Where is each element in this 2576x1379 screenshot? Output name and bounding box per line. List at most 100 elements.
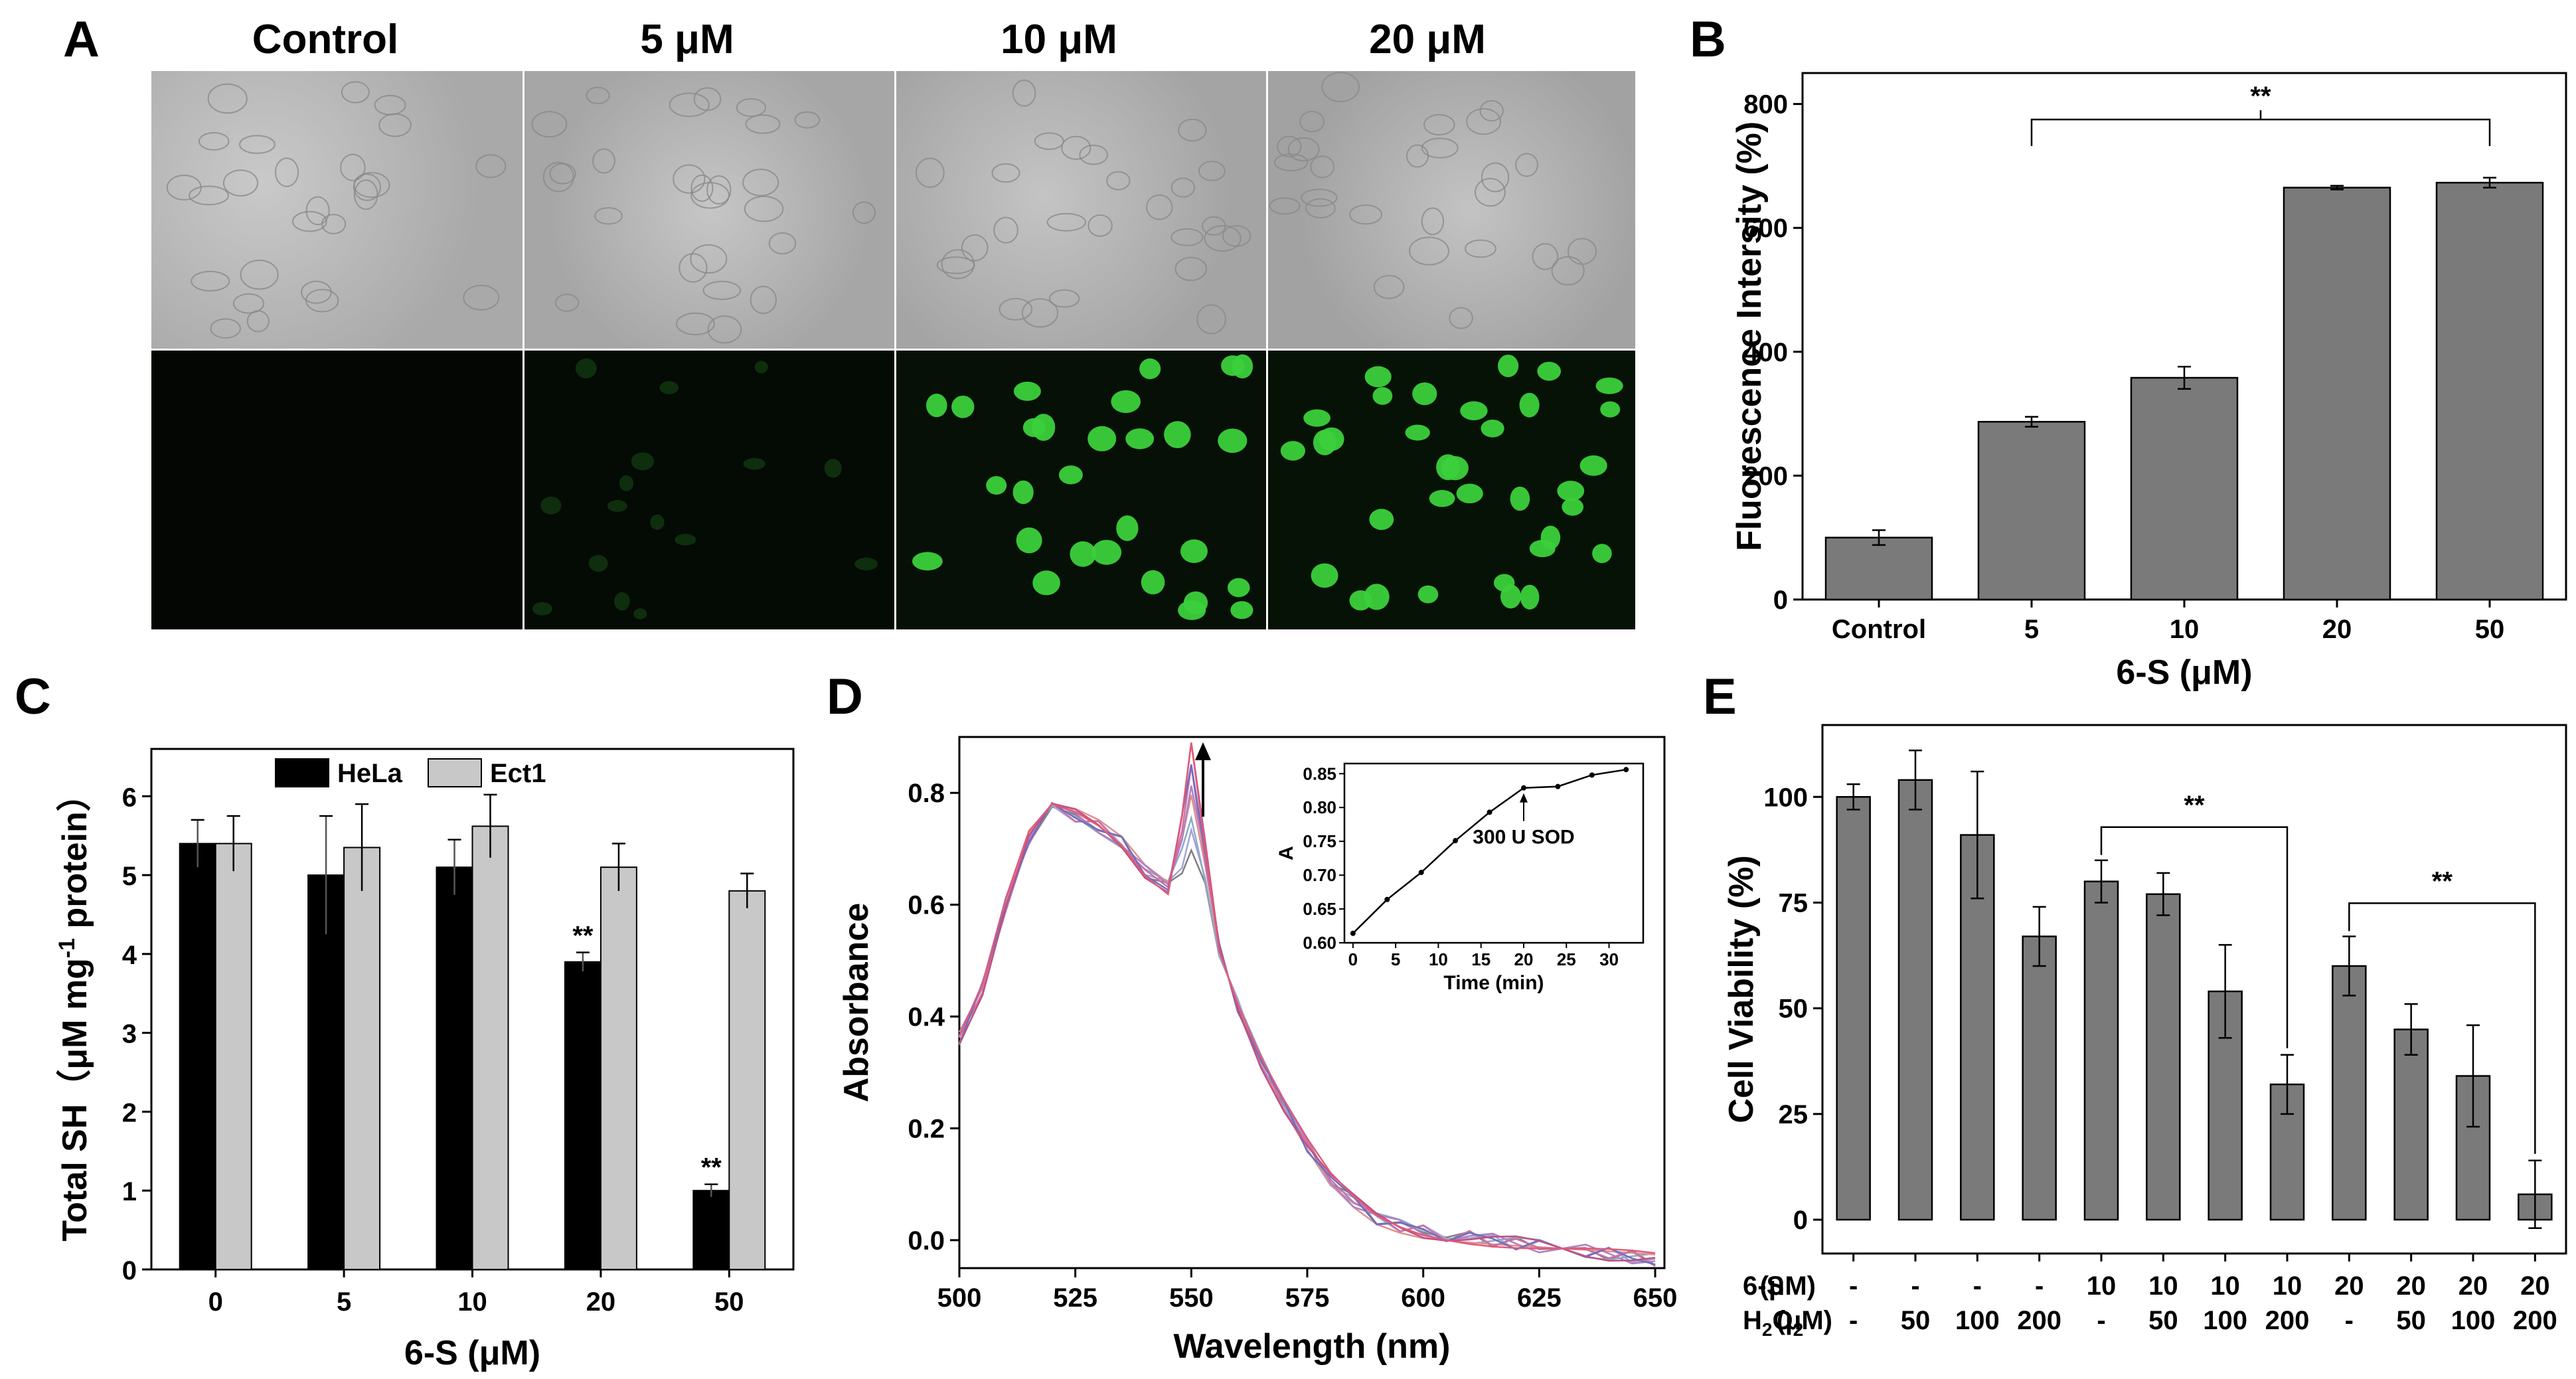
- x-tick-label: 575: [1285, 1283, 1330, 1313]
- inset-point: [1384, 896, 1390, 902]
- nucleus: [1180, 539, 1208, 563]
- significance-label: **: [2184, 791, 2205, 820]
- y-tick-label: 0.2: [908, 1114, 945, 1143]
- cell-outline: [274, 157, 299, 187]
- bar: [1897, 779, 1933, 1221]
- row-6s-unit: (μM): [1760, 1271, 1816, 1301]
- legend-label-ect1: Ect1: [490, 759, 546, 788]
- x-tick-label: 5: [337, 1287, 351, 1317]
- bar: [2130, 376, 2239, 601]
- inset-x-tick-label: 30: [1599, 949, 1619, 969]
- cell-outline: [1568, 238, 1597, 266]
- y-tick-label: 0: [1773, 586, 1788, 615]
- nucleus: [1070, 541, 1096, 567]
- cell-outline: [222, 169, 259, 197]
- nucleus: [588, 554, 608, 572]
- brightfield-10um: [896, 71, 1266, 349]
- nucleus: [824, 459, 842, 478]
- cell-outline: [1532, 243, 1559, 270]
- cell-outline: [1087, 214, 1113, 237]
- nucleus: [1228, 578, 1250, 598]
- cell-outline: [191, 270, 230, 292]
- column-label-5um: 5 μM: [640, 17, 734, 62]
- nucleus: [1529, 540, 1556, 558]
- inset-y-tick-label: 0.60: [1303, 933, 1336, 953]
- row-h2o2-value: 50: [2148, 1306, 2178, 1335]
- x-tick-label: 50: [714, 1287, 744, 1317]
- chart-c: 0 1 2 3 4 5 6 0 5 10 20 50 ** ** HeLa Ect1 6-S (μM) Total…: [54, 748, 795, 1372]
- plot-frame: [1821, 724, 2567, 1255]
- inset-point: [1589, 772, 1595, 778]
- x-tick-label: 625: [1517, 1283, 1562, 1313]
- x-tick-label: 5: [2024, 615, 2039, 644]
- cell-outline: [742, 168, 779, 197]
- nucleus: [1013, 381, 1041, 401]
- legend-swatch-hela: [275, 758, 329, 787]
- inset-y-axis-title: A: [1275, 846, 1297, 860]
- bar: [1977, 420, 2086, 601]
- panel-d-letter: D: [827, 669, 863, 725]
- nucleus: [675, 534, 696, 546]
- nucleus: [1183, 591, 1208, 614]
- chart-b: 0 200 400 600 800 Control 5 10 20 50 ** 6-S (μM) Flu…: [1730, 72, 2567, 692]
- nucleus: [1460, 401, 1488, 420]
- significance-label: **: [2432, 866, 2453, 896]
- cell-outline: [305, 196, 330, 226]
- bar-ect1: [471, 825, 509, 1270]
- cell-outline: [693, 87, 722, 112]
- nucleus: [951, 395, 975, 418]
- cell-outline: [690, 244, 728, 274]
- cell-outline: [993, 216, 1018, 244]
- nucleus: [1364, 584, 1390, 610]
- cell-outline: [1269, 197, 1301, 215]
- nucleus: [575, 358, 597, 378]
- cell-outline: [305, 289, 339, 313]
- cell-outline: [554, 293, 580, 312]
- cell-outline: [1481, 162, 1510, 193]
- cell-outline: [690, 174, 714, 202]
- y-tick-label: 0.8: [908, 779, 945, 808]
- nucleus: [1510, 486, 1530, 511]
- cell-outline: [1449, 307, 1473, 329]
- nucleus: [743, 457, 765, 470]
- increase-arrow-head: [1195, 742, 1211, 760]
- bar-ect1: [728, 890, 766, 1271]
- fluorescence-control: [151, 351, 523, 629]
- inset-x-tick-label: 0: [1348, 949, 1358, 969]
- nucleus: [1456, 483, 1483, 504]
- nucleus: [1595, 377, 1623, 394]
- inset-x-tick-label: 20: [1514, 949, 1534, 969]
- nucleus: [1111, 390, 1141, 414]
- plot-frame: [958, 736, 1666, 1269]
- nucleus: [1436, 454, 1460, 481]
- x-tick-label: 20: [2322, 615, 2352, 644]
- cell-outline: [794, 111, 821, 129]
- nucleus: [1012, 480, 1034, 505]
- y-tick-label: 0.0: [908, 1226, 945, 1256]
- nucleus: [1311, 563, 1338, 588]
- row-6s-label: 6-S: [1743, 1271, 1784, 1301]
- nucleus: [659, 381, 679, 394]
- row-h2o2-value: -: [1849, 1306, 1858, 1335]
- bar-hela: [436, 866, 473, 1270]
- significance-bracket: [2100, 826, 2289, 1048]
- row-6s-value: 10: [2148, 1271, 2178, 1301]
- x-axis-title: Wavelength (nm): [1174, 1327, 1451, 1366]
- row-6s-value: -: [1911, 1271, 1919, 1301]
- nucleus: [1557, 481, 1585, 501]
- cell-outline: [374, 94, 406, 116]
- row-h2o2-value: 200: [2513, 1306, 2557, 1335]
- row-6s-value: 10: [2087, 1271, 2117, 1301]
- nucleus: [854, 557, 878, 571]
- cell-outline: [1274, 153, 1309, 172]
- cell-outline: [679, 253, 708, 283]
- cell-outline: [198, 131, 230, 151]
- significance-label: **: [701, 1153, 722, 1182]
- y-tick-label: 200: [1743, 461, 1788, 491]
- nucleus: [912, 552, 943, 571]
- cell-outline: [1349, 204, 1383, 225]
- cell-outline: [1079, 144, 1108, 165]
- cell-outline: [1012, 79, 1036, 107]
